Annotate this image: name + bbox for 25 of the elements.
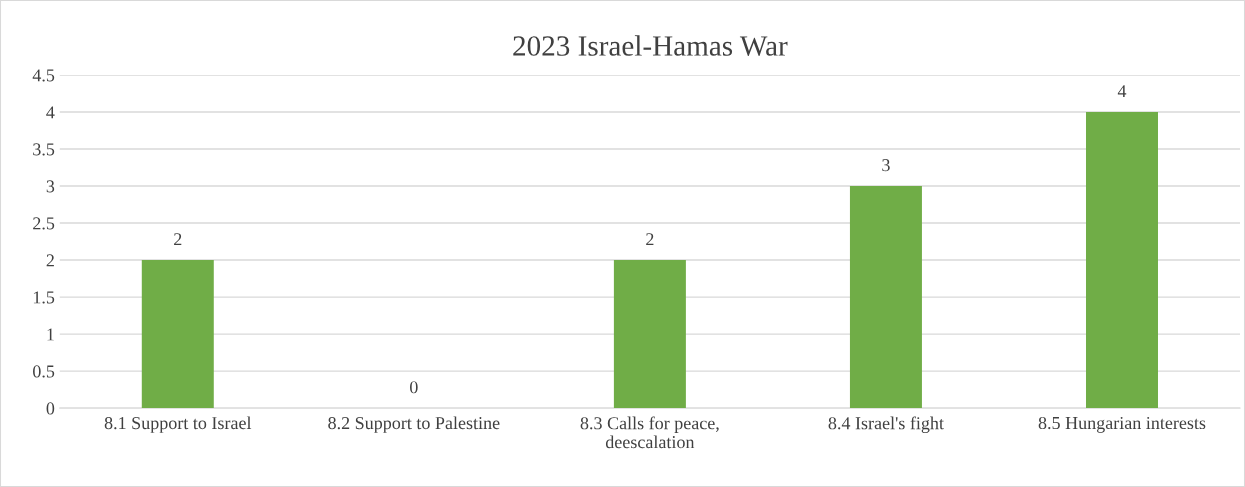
x-tick-label: 8.4 Israel's fight	[828, 416, 944, 434]
y-tick-label: 0.5	[33, 365, 55, 378]
y-tick-label: 4.5	[32, 69, 55, 82]
y-tick-label: 3.5	[33, 143, 55, 156]
data-label: 0	[410, 381, 418, 394]
y-tick-label: 2.5	[33, 217, 55, 230]
data-label: 2	[174, 233, 182, 246]
bar	[613, 260, 686, 409]
x-tick-label: 8.5 Hungarian interests	[1038, 416, 1206, 433]
x-tick-label: 8.2 Support to Palestine	[328, 416, 500, 433]
data-label: 3	[882, 159, 890, 172]
data-label: 2	[646, 233, 654, 246]
bar	[1086, 112, 1158, 409]
bar	[141, 260, 214, 409]
y-tick-label: 1.5	[33, 291, 55, 304]
x-tick-label: 8.3 Calls for peace, deescalation	[580, 416, 719, 449]
data-label: 4	[1117, 85, 1127, 98]
x-tick-label: 8.1 Support to Israel	[104, 416, 252, 433]
y-tick-label: 0	[46, 402, 55, 415]
y-tick-label: 4	[46, 106, 55, 119]
y-tick-label: 1	[47, 328, 54, 341]
bar	[849, 186, 922, 409]
y-tick-label: 2	[46, 254, 54, 267]
y-tick-label: 3	[46, 180, 55, 193]
chart-title: 2023 Israel-Hamas War	[513, 35, 788, 56]
